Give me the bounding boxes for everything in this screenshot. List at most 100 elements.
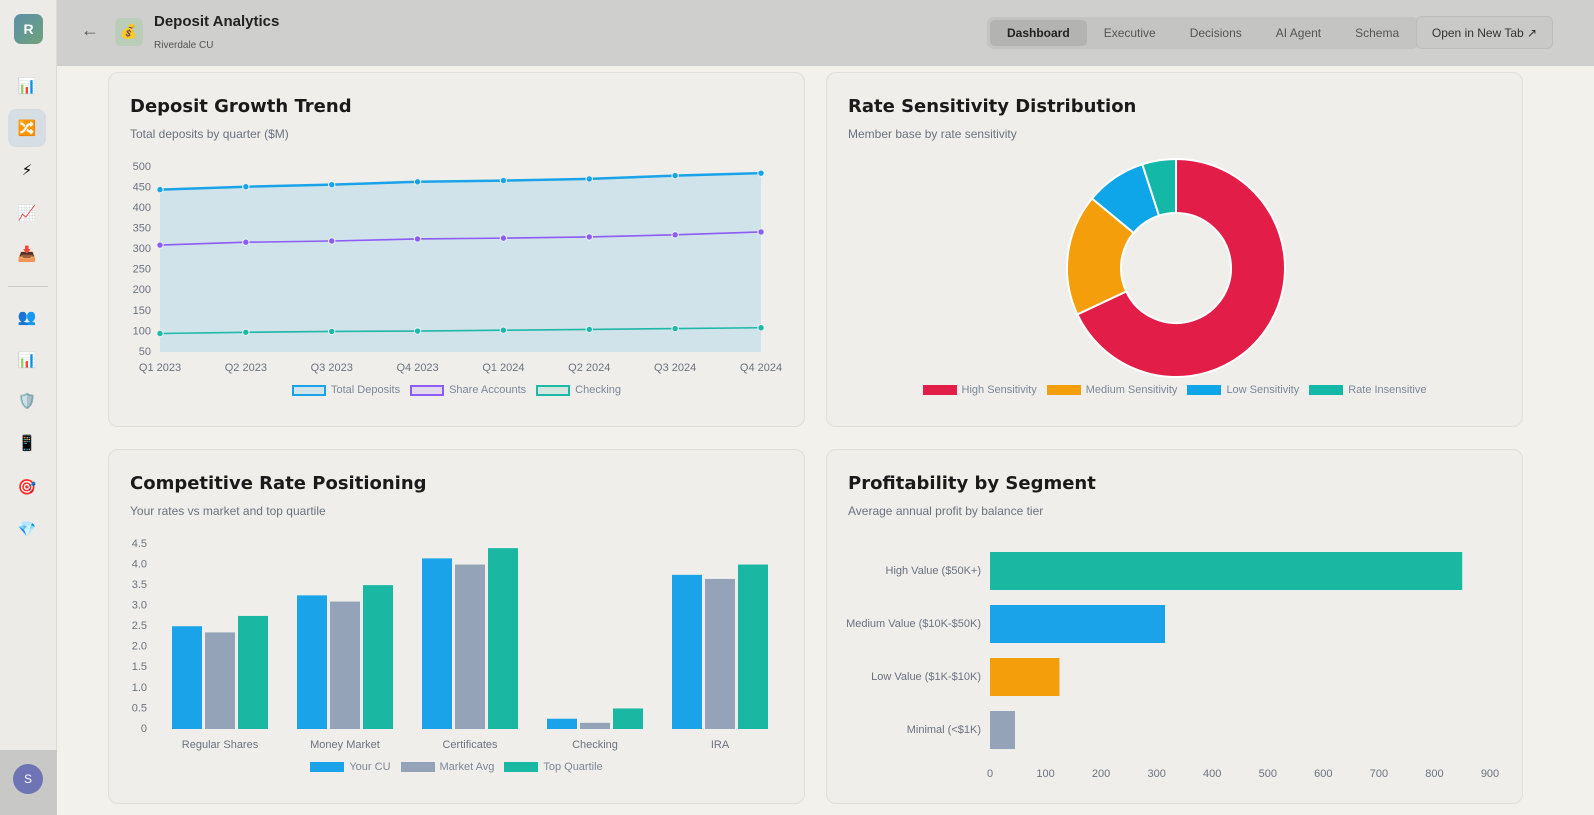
- nav-icon[interactable]: 📥: [17, 245, 37, 263]
- point: [757, 324, 765, 332]
- legend-label: Market Avg: [439, 761, 495, 773]
- bar: [363, 585, 393, 729]
- y-tick-label: 500: [133, 161, 151, 173]
- nav-icon[interactable]: 📊: [17, 351, 37, 369]
- back-button[interactable]: ←: [81, 20, 99, 40]
- bar: [547, 718, 577, 729]
- slice: [1141, 157, 1177, 217]
- bar: [990, 552, 1463, 590]
- x-tick-label: 0: [987, 768, 993, 780]
- y-tick-label: Low Value ($1K-$10K): [871, 671, 981, 683]
- nav-icon[interactable]: 📱: [17, 434, 37, 452]
- legend-swatch: [922, 385, 957, 395]
- nav-icon[interactable]: 🎯: [17, 478, 37, 496]
- point: [499, 326, 508, 334]
- point: [671, 231, 679, 239]
- nav-icon[interactable]: 🔀: [8, 109, 46, 147]
- point: [328, 327, 336, 336]
- x-tick-label: Q1 2023: [139, 362, 181, 374]
- bar: [238, 615, 268, 729]
- legend-label: Your CU: [349, 761, 391, 773]
- y-tick-label: 150: [133, 305, 151, 317]
- x-tick-label: 700: [1370, 768, 1388, 780]
- y-tick-label: 200: [133, 284, 151, 296]
- card: Rate Sensitivity Distribution Member base…: [826, 72, 1523, 427]
- tab[interactable]: AI Agent: [1275, 26, 1322, 40]
- legend-item: High Sensitivity: [922, 384, 1037, 396]
- user-avatar[interactable]: S: [13, 764, 43, 794]
- legend-label: Checking: [575, 384, 621, 396]
- y-tick-label: 4.0: [132, 558, 147, 570]
- legend-label: High Sensitivity: [961, 384, 1037, 396]
- nav-icon[interactable]: 🛡️: [17, 392, 37, 410]
- x-tick-label: 200: [1092, 768, 1110, 780]
- point: [499, 234, 508, 242]
- legend-swatch: [310, 762, 345, 772]
- legend-swatch: [400, 762, 435, 772]
- divider: [8, 286, 48, 287]
- legend: Total Deposits Share Accounts Checking: [109, 384, 804, 396]
- x-tick-label: Checking: [572, 739, 618, 751]
- bar: [172, 626, 202, 729]
- legend-item: Checking: [536, 384, 621, 396]
- bar: [422, 558, 452, 729]
- point: [242, 238, 250, 246]
- nav-icon[interactable]: 👥: [17, 308, 37, 326]
- line: [159, 326, 762, 335]
- y-tick-label: 350: [133, 223, 151, 235]
- y-tick-label: 2.5: [132, 620, 147, 632]
- legend-label: Low Sensitivity: [1226, 384, 1300, 396]
- chart: [1066, 157, 1286, 378]
- legend-item: Medium Sensitivity: [1046, 384, 1177, 396]
- tab[interactable]: Dashboard: [990, 20, 1087, 46]
- nav-icon[interactable]: ⚡: [21, 161, 33, 179]
- x-tick-label: 500: [1259, 768, 1277, 780]
- legend-item: Rate Insensitive: [1309, 384, 1426, 396]
- y-tick-label: 1.0: [132, 682, 147, 694]
- open-new-tab-button[interactable]: Open in New Tab ↗: [1416, 16, 1553, 49]
- x-tick-label: Q1 2024: [482, 362, 524, 374]
- legend-label: Top Quartile: [543, 761, 603, 773]
- chart: 0 100 200 300 400 500 600 700 800 900 High Value (…: [846, 552, 1499, 780]
- chart-title: Deposit Growth Trend: [130, 96, 352, 117]
- y-tick-label: 3.5: [132, 579, 147, 591]
- y-tick-label: 3.0: [132, 600, 147, 612]
- nav-icon[interactable]: 📊: [17, 77, 37, 95]
- bar: [738, 564, 768, 729]
- point: [671, 324, 679, 333]
- tab[interactable]: Schema: [1355, 26, 1400, 40]
- legend-swatch: [504, 762, 539, 772]
- bar: [990, 605, 1165, 643]
- legend-item: Share Accounts: [410, 384, 526, 396]
- tab[interactable]: Executive: [1103, 26, 1156, 40]
- nav-icon[interactable]: 📈: [17, 204, 37, 222]
- legend-swatch: [1187, 385, 1222, 395]
- point: [328, 180, 336, 189]
- tab[interactable]: Decisions: [1189, 26, 1242, 40]
- chart-subtitle: Member base by rate sensitivity: [848, 127, 1017, 141]
- point: [156, 329, 164, 338]
- x-tick-label: 100: [1036, 768, 1054, 780]
- card: Deposit Growth Trend Total deposits by qu…: [108, 72, 805, 427]
- legend-item: Low Sensitivity: [1187, 384, 1299, 396]
- legend-swatch: [410, 384, 445, 396]
- nav-icon[interactable]: 💎: [17, 520, 37, 538]
- x-tick-label: 800: [1425, 768, 1443, 780]
- legend-item: Total Deposits: [291, 384, 400, 396]
- x-tick-label: Q3 2024: [654, 362, 696, 374]
- point: [413, 327, 422, 335]
- legend-swatch: [1309, 385, 1344, 395]
- chart-subtitle: Average annual profit by balance tier: [848, 504, 1044, 518]
- y-tick-label: 400: [133, 202, 151, 214]
- chart-title: Competitive Rate Positioning: [130, 473, 427, 494]
- x-tick-label: 600: [1314, 768, 1332, 780]
- point: [413, 178, 422, 186]
- x-tick-label: 400: [1203, 768, 1221, 780]
- user-area: S: [0, 750, 57, 815]
- legend-swatch: [1046, 385, 1081, 395]
- y-tick-label: 0: [141, 723, 147, 735]
- y-tick-label: 250: [133, 264, 151, 276]
- bar: [455, 564, 485, 729]
- chart-title: Profitability by Segment: [848, 473, 1096, 494]
- x-tick-label: Money Market: [310, 739, 380, 751]
